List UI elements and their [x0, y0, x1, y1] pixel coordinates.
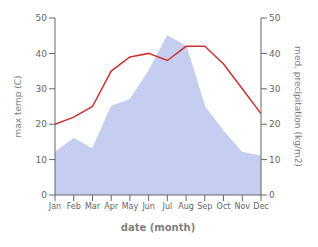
svg-text:40: 40 [36, 49, 48, 59]
svg-text:0: 0 [269, 190, 275, 200]
svg-text:Apr: Apr [104, 202, 119, 211]
svg-text:Oct: Oct [217, 202, 231, 211]
svg-text:50: 50 [36, 13, 48, 23]
svg-text:0: 0 [41, 190, 47, 200]
svg-text:max temp (C): max temp (C) [13, 75, 23, 137]
svg-text:Jul: Jul [162, 202, 173, 211]
svg-text:date (month): date (month) [121, 222, 195, 233]
svg-text:10: 10 [36, 155, 48, 165]
svg-text:Dec: Dec [253, 202, 268, 211]
svg-text:30: 30 [36, 84, 48, 94]
svg-text:Nov: Nov [234, 202, 250, 211]
svg-text:Mar: Mar [85, 202, 101, 211]
svg-text:Sep: Sep [197, 202, 212, 211]
svg-text:Jan: Jan [48, 202, 61, 211]
svg-text:med. precipitation (kg/m2): med. precipitation (kg/m2) [293, 46, 303, 167]
svg-text:May: May [122, 202, 139, 211]
svg-text:50: 50 [269, 13, 281, 23]
svg-text:Feb: Feb [67, 202, 81, 211]
svg-text:20: 20 [269, 119, 281, 129]
svg-text:10: 10 [269, 155, 281, 165]
svg-text:Aug: Aug [178, 202, 194, 211]
svg-text:20: 20 [36, 119, 48, 129]
svg-text:40: 40 [269, 49, 281, 59]
svg-text:30: 30 [269, 84, 281, 94]
svg-text:Jun: Jun [141, 202, 155, 211]
